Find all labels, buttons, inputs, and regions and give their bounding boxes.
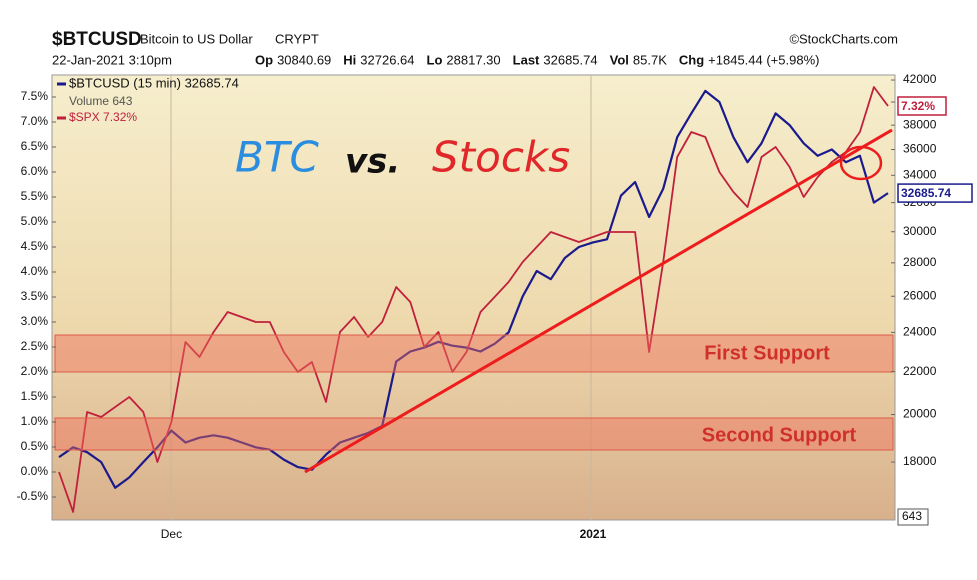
- y-tick-label: 0.5%: [21, 439, 49, 453]
- stat-label: Op: [255, 52, 273, 67]
- stat-value: 32726.64: [360, 52, 414, 67]
- y-tick-label: -0.5%: [17, 489, 49, 503]
- stat-value: 30840.69: [277, 52, 331, 67]
- y-tick-label: 2.0%: [21, 364, 49, 378]
- exchange: CRYPT: [275, 31, 319, 46]
- plot: [58, 86, 889, 513]
- y2-tick-label: 38000: [903, 117, 937, 131]
- last-value-box: [897, 96, 947, 116]
- y-tick-label: 1.0%: [21, 414, 49, 428]
- symbol: $BTCUSD: [52, 29, 142, 50]
- x-tick-label: 2021: [580, 527, 607, 541]
- y-tick-label: 3.0%: [21, 314, 49, 328]
- y-tick-label: 7.5%: [21, 89, 49, 103]
- y-tick-label: 6.0%: [21, 164, 49, 178]
- description: Bitcoin to US Dollar: [140, 31, 253, 46]
- date: 22-Jan-2021 3:10pm: [52, 52, 172, 67]
- last-value-label: 7.32%: [901, 99, 935, 113]
- annotation-title: vs.: [345, 142, 400, 182]
- legend-label: $BTCUSD (15 min) 32685.74: [69, 75, 239, 90]
- support-band: [54, 417, 894, 451]
- volume-box: [897, 508, 929, 526]
- stat-value: 28817.30: [446, 52, 500, 67]
- support-label: Second Support: [702, 424, 857, 446]
- stat-label: Hi: [343, 52, 356, 67]
- legend-label: $SPX 7.32%: [69, 110, 137, 124]
- y2-tick-label: 18000: [903, 454, 937, 468]
- y2-tick-label: 30000: [903, 224, 937, 238]
- source: ©StockCharts.com: [789, 31, 898, 46]
- y-tick-label: 5.0%: [21, 214, 49, 228]
- highlight-circle: [839, 145, 883, 181]
- stat-label: Lo: [427, 52, 443, 67]
- y2-tick-label: 34000: [903, 167, 937, 181]
- y-tick-label: 3.5%: [21, 289, 49, 303]
- trend-line: [304, 128, 893, 474]
- y-tick-label: 0.0%: [21, 464, 49, 478]
- stat-value: 32685.74: [543, 52, 597, 67]
- stat-label: Chg: [679, 52, 704, 67]
- series-line: [58, 86, 889, 513]
- y-tick-label: 4.5%: [21, 239, 49, 253]
- last-value-box: [897, 183, 973, 203]
- y2-tick-label: 36000: [903, 142, 937, 156]
- x-tick-label: Dec: [161, 527, 182, 541]
- legend: Volume 643 $BTCUSD (15 min) 32685.74 $SPX…: [57, 75, 239, 124]
- stats: Op 30840.69 Hi 32726.64 Lo 28817.30 Last 32685.…: [255, 52, 819, 67]
- y2-tick-label: 28000: [903, 255, 937, 269]
- support-label: First Support: [704, 342, 830, 364]
- plot-area: [51, 74, 896, 521]
- last-value-label: 32685.74: [901, 186, 951, 200]
- stat-label: Vol: [610, 52, 629, 67]
- stat-value: +1845.44 (+5.98%): [708, 52, 819, 67]
- y-tick-label: 7.0%: [21, 114, 49, 128]
- annotation-title: Stocks: [432, 133, 570, 182]
- y2-tick-label: 20000: [903, 407, 937, 421]
- y2-tick-label: 42000: [903, 72, 937, 86]
- annotation-title: BTC: [235, 133, 319, 182]
- y2-tick-label: 26000: [903, 288, 937, 302]
- y-tick-label: 6.5%: [21, 139, 49, 153]
- y-tick-label: 2.5%: [21, 339, 49, 353]
- y2-tick-label: 24000: [903, 325, 937, 339]
- legend-volume: Volume 643: [69, 94, 133, 108]
- y-tick-label: 4.0%: [21, 264, 49, 278]
- volume-last: 643: [902, 509, 922, 523]
- y2-tick-label: 22000: [903, 364, 937, 378]
- y-tick-label: 5.5%: [21, 189, 49, 203]
- stat-value: 85.7K: [633, 52, 667, 67]
- stat-label: Last: [513, 52, 540, 67]
- y-tick-label: 1.5%: [21, 389, 49, 403]
- series-line: [58, 89, 889, 489]
